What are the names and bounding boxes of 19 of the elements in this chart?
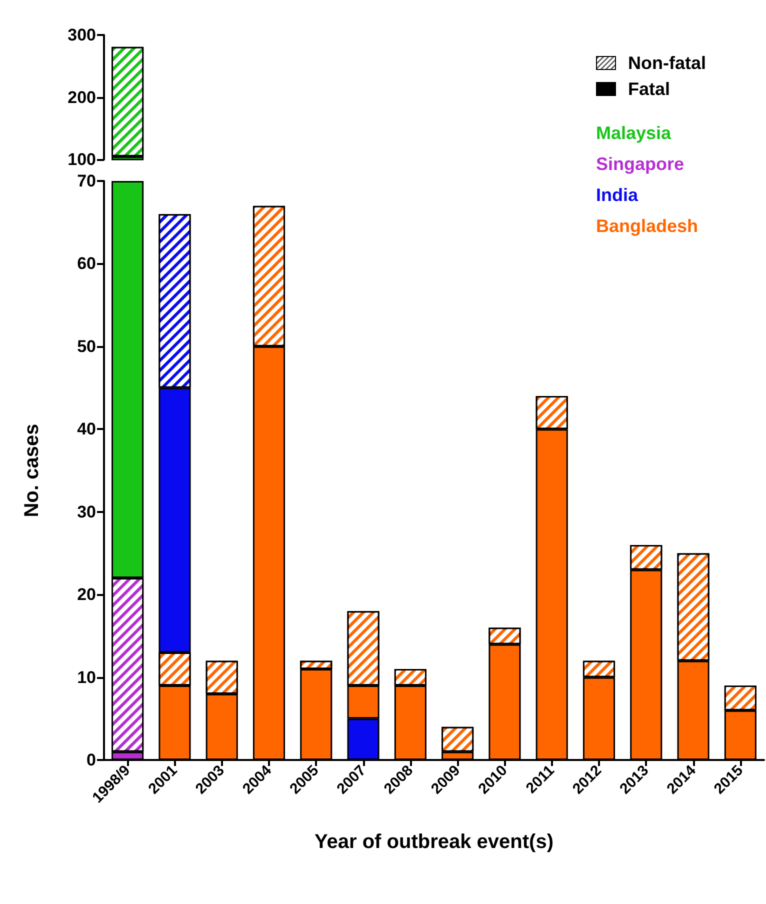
text: Bangladesh	[596, 215, 700, 238]
y-tick-label: 40	[77, 420, 96, 439]
text: India	[596, 184, 640, 207]
y-tick-label: 300	[68, 26, 96, 44]
y-tick-label: 20	[77, 585, 96, 604]
x-axis-title: Year of outbreak event(s)	[314, 831, 554, 853]
y-tick-label: 30	[77, 502, 96, 522]
y-tick-label: 60	[77, 254, 96, 274]
y-tick-label: 200	[68, 88, 96, 107]
y-tick-label: 100	[68, 150, 96, 169]
y-axis-title: No. cases	[21, 424, 43, 518]
text: Singapore	[596, 153, 686, 176]
text: Malaysia	[596, 122, 672, 145]
y-tick-label: 10	[77, 668, 96, 687]
y-tick-label: 0	[86, 750, 96, 770]
y-tick-label: 50	[77, 336, 96, 356]
annotation: Fatal	[628, 78, 670, 100]
y-tick-label: 70	[77, 172, 96, 190]
annotation: Non-fatal	[628, 52, 706, 74]
